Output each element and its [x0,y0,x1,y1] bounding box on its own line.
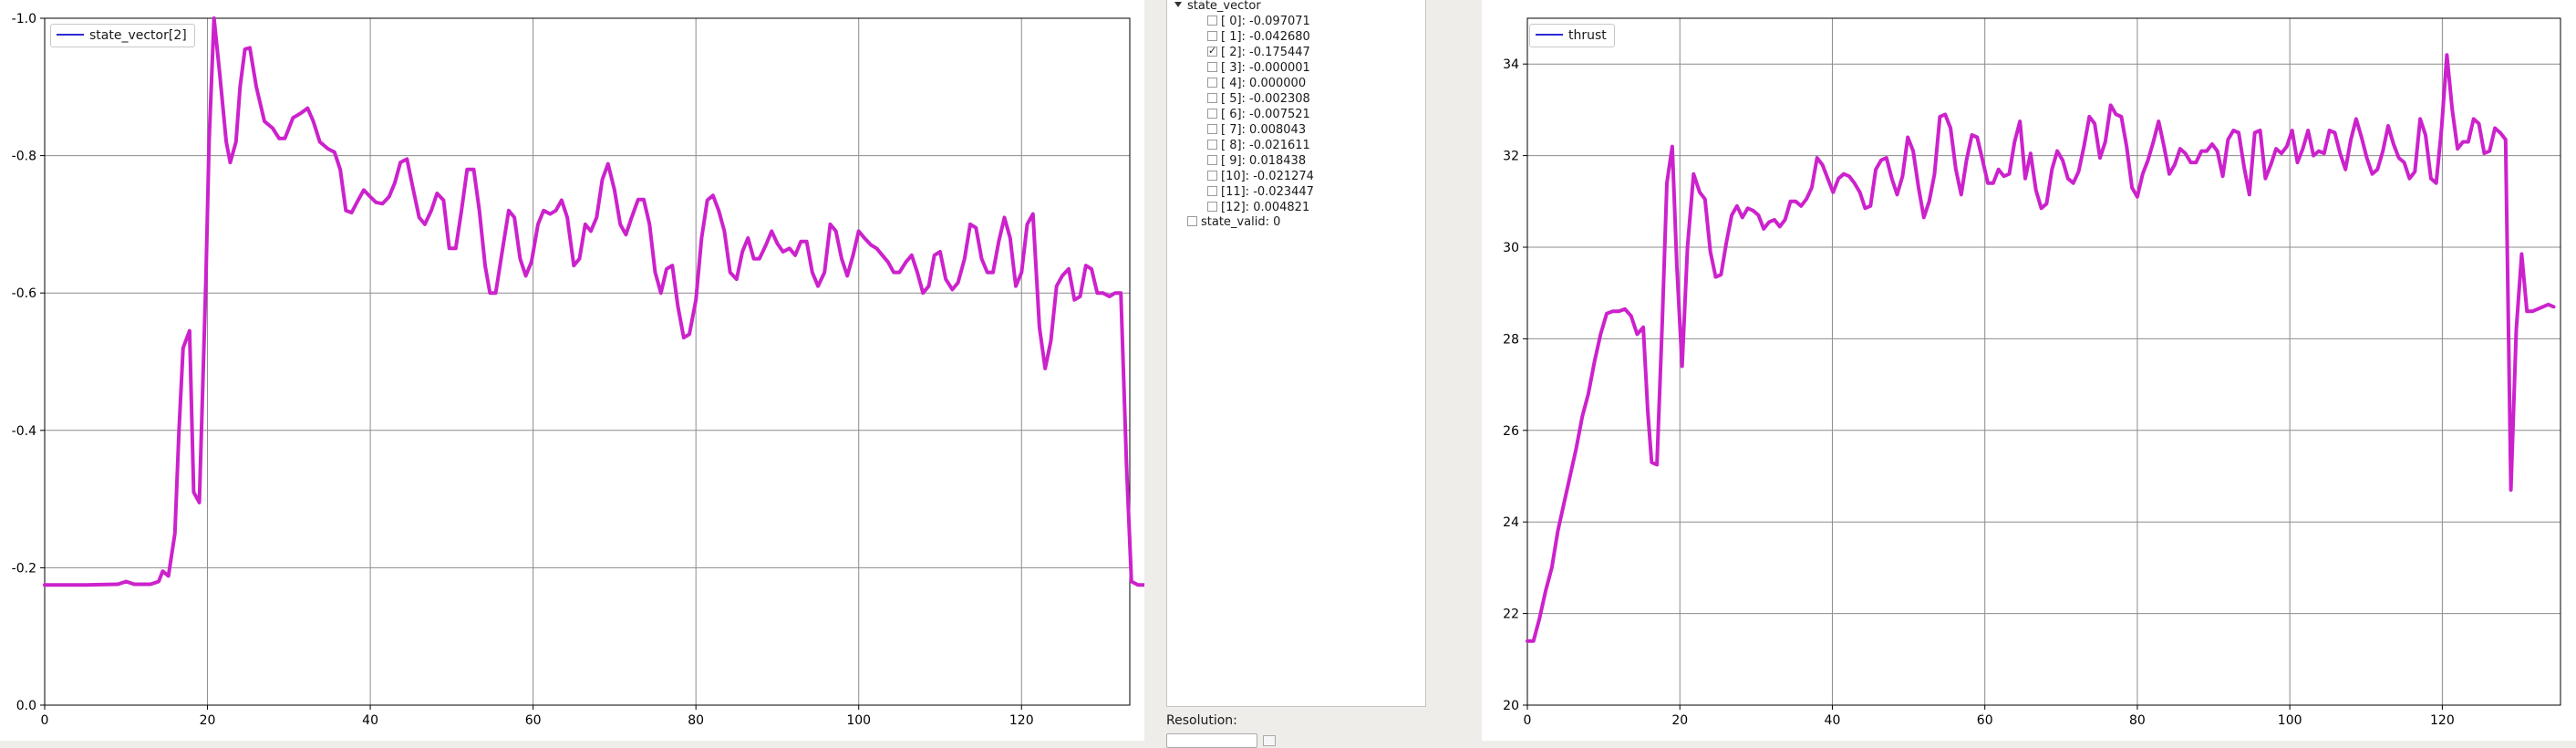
checkbox[interactable] [1207,171,1217,181]
checkbox[interactable] [1207,155,1217,165]
x-tick-label: 120 [1009,713,1034,728]
tree-item-state-vector-6[interactable]: [ 6]: -0.007521 [1207,107,1310,122]
tree-item-label: [ 4]: 0.000000 [1221,77,1307,90]
right-plot-canvas[interactable]: 0 20 40 60 80 100 120 20 22 24 26 28 30 32 34 [1482,0,2576,741]
tree-item-state-vector-2[interactable]: [ 2]: -0.175447 [1207,44,1310,60]
right-plot-legend: thrust [1529,24,1615,47]
topic-tree-panel: state_vector [ 0]: -0.097071 [ 1]: -0.042… [1144,0,1482,748]
series-line [43,16,1144,587]
y-tick-label: -0.4 [12,424,36,439]
resolution-label: Resolution: [1166,713,1237,728]
y-tick-label: -0.8 [12,150,36,164]
tree-item-label: [ 8]: -0.021611 [1221,139,1310,152]
resolution-input[interactable] [1166,733,1257,748]
tree-item-state-vector-10[interactable]: [10]: -0.021274 [1207,169,1314,184]
checkbox[interactable] [1207,202,1217,212]
checkbox[interactable] [1207,109,1217,119]
x-tick-label: 80 [688,713,704,728]
y-tick-label: 30 [1503,241,1519,255]
checkbox[interactable] [1207,78,1217,88]
left-legend-label: state_vector[2] [89,28,187,43]
tree-item-label: [10]: -0.021274 [1221,170,1314,183]
y-tick-label: 26 [1503,424,1519,439]
tree-item-label: [11]: -0.023447 [1221,185,1314,199]
checkbox[interactable] [1207,31,1217,41]
checkbox[interactable] [1207,44,1217,58]
tree-item-state-vector-11[interactable]: [11]: -0.023447 [1207,184,1314,200]
checkbox[interactable] [1207,93,1217,103]
tree-item-label: [12]: 0.004821 [1221,201,1310,214]
tree-item-state-vector-7[interactable]: [ 7]: 0.008043 [1207,122,1306,138]
left-plot-panel[interactable]: 0 20 40 60 80 100 120 0.0 -0.2 -0.4 -0.6 -0.8 -1.0 s… [0,0,1144,741]
x-tick-label: 20 [200,713,216,728]
checkbox[interactable] [1207,186,1217,196]
x-tick-label: 80 [2129,713,2146,728]
left-plot-legend: state_vector[2] [50,24,195,47]
y-tick-label: 28 [1503,332,1519,347]
x-tick-label: 100 [846,713,871,728]
checkbox[interactable] [1187,216,1197,226]
y-tick-label: -0.6 [12,286,36,301]
tree-item-label: [ 2]: -0.175447 [1221,46,1310,59]
plot-frame [44,17,1131,706]
tree-root-state-vector[interactable]: state_vector [1174,0,1261,14]
plot-frame [1526,17,2561,706]
x-tick-label: 0 [1524,713,1532,728]
legend-line-swatch [1536,34,1563,36]
tree-item-label: [ 7]: 0.008043 [1221,123,1307,137]
right-legend-label: thrust [1568,28,1607,43]
tree-item-label: [ 3]: -0.000001 [1221,61,1310,75]
tree-item-state-valid[interactable]: state_valid: 0 [1187,214,1280,230]
tree-root-label: state_vector [1187,0,1261,13]
state-valid-label: state_valid: 0 [1201,215,1281,229]
expand-arrow-icon[interactable] [1174,2,1182,7]
x-tick-label: 40 [1825,713,1841,728]
checkbox[interactable] [1207,124,1217,134]
tree-item-label: [ 6]: -0.007521 [1221,108,1310,121]
right-plot-panel[interactable]: 0 20 40 60 80 100 120 20 22 24 26 28 30 32 34 thrust [1482,0,2576,741]
tree-item-state-vector-4[interactable]: [ 4]: 0.000000 [1207,76,1306,91]
tree-item-state-vector-12[interactable]: [12]: 0.004821 [1207,200,1309,215]
x-tick-label: 60 [525,713,542,728]
x-tick-label: 0 [41,713,49,728]
y-tick-label: -0.2 [12,561,36,576]
checkbox[interactable] [1207,16,1217,26]
tree-item-state-vector-8[interactable]: [ 8]: -0.021611 [1207,138,1310,153]
legend-line-swatch [57,34,84,36]
y-tick-label: 20 [1503,699,1519,713]
tree-item-label: [ 0]: -0.097071 [1221,15,1310,28]
x-tick-label: 60 [1977,713,1993,728]
series-line [1526,53,2556,643]
checkbox[interactable] [1207,140,1217,150]
y-tick-label: 32 [1503,150,1519,164]
tree-item-label: [ 5]: -0.002308 [1221,92,1310,106]
x-tick-label: 40 [362,713,378,728]
left-plot-canvas[interactable]: 0 20 40 60 80 100 120 0.0 -0.2 -0.4 -0.6 -0.8 -1.0 [0,0,1144,741]
tree-item-state-vector-5[interactable]: [ 5]: -0.002308 [1207,91,1310,107]
x-tick-label: 100 [2278,713,2302,728]
tree-item-state-vector-1[interactable]: [ 1]: -0.042680 [1207,29,1310,45]
y-tick-label: 0.0 [16,699,36,713]
tree-item-state-vector-0[interactable]: [ 0]: -0.097071 [1207,14,1310,29]
y-tick-label: 22 [1503,608,1519,622]
tree-item-state-vector-3[interactable]: [ 3]: -0.000001 [1207,60,1310,76]
checkbox[interactable] [1207,62,1217,72]
y-tick-label: 34 [1503,57,1519,72]
tree-item-label: [ 1]: -0.042680 [1221,30,1310,44]
tree-item-state-vector-9[interactable]: [ 9]: 0.018438 [1207,153,1306,169]
topic-tree[interactable]: state_vector [ 0]: -0.097071 [ 1]: -0.042… [1166,0,1426,707]
resolution-apply-button[interactable] [1263,735,1276,746]
x-tick-label: 120 [2430,713,2455,728]
y-tick-label: 24 [1503,515,1519,530]
y-tick-label: -1.0 [12,12,36,26]
tree-item-label: [ 9]: 0.018438 [1221,154,1307,168]
x-tick-label: 20 [1671,713,1688,728]
